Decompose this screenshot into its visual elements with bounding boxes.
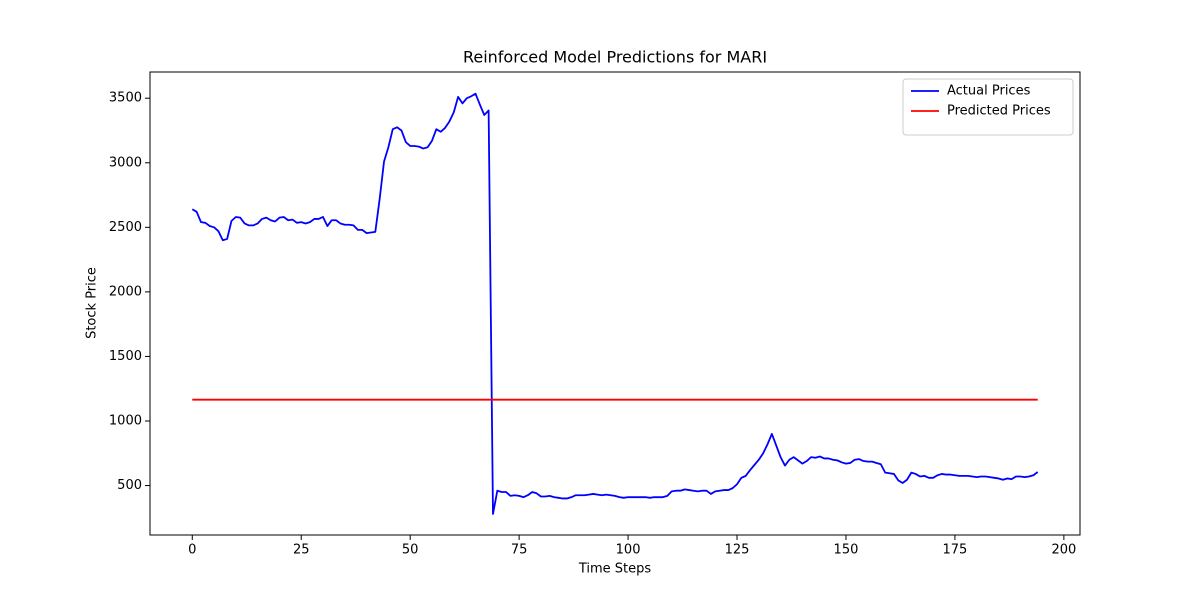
x-tick-label: 200 xyxy=(1051,543,1076,558)
x-tick-label: 25 xyxy=(293,543,310,558)
legend-label: Predicted Prices xyxy=(947,104,1051,119)
y-tick-label: 1000 xyxy=(109,413,142,428)
legend-label: Actual Prices xyxy=(947,84,1031,99)
plot-frame xyxy=(149,71,1081,536)
data-line xyxy=(191,92,1039,515)
legend-box xyxy=(902,78,1074,136)
x-tick-label: 100 xyxy=(616,543,641,558)
y-tick-label: 2500 xyxy=(109,220,142,235)
x-tick-label: 75 xyxy=(511,543,528,558)
y-tick-label: 500 xyxy=(117,478,142,493)
y-tick-label: 2000 xyxy=(109,284,142,299)
chart-title: Reinforced Model Predictions for MARI xyxy=(463,48,767,67)
y-tick-label: 1500 xyxy=(109,349,142,364)
y-tick-label: 3500 xyxy=(109,91,142,106)
y-tick-label: 3000 xyxy=(109,155,142,170)
x-tick-label: 125 xyxy=(725,543,750,558)
x-tick-label: 0 xyxy=(188,543,196,558)
x-tick-label: 150 xyxy=(834,543,859,558)
x-axis-label: Time Steps xyxy=(578,562,652,577)
x-tick-label: 50 xyxy=(402,543,419,558)
x-tick-label: 175 xyxy=(943,543,968,558)
y-axis-label: Stock Price xyxy=(85,267,100,339)
